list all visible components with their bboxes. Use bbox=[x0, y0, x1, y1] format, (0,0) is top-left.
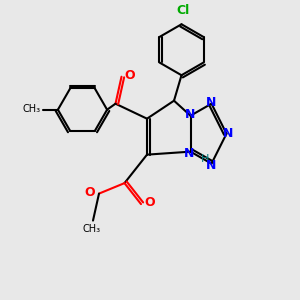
Text: H: H bbox=[201, 154, 209, 164]
Text: CH₃: CH₃ bbox=[82, 224, 100, 234]
Text: N: N bbox=[223, 127, 233, 140]
Text: O: O bbox=[144, 196, 154, 209]
Text: N: N bbox=[206, 96, 217, 109]
Text: O: O bbox=[85, 186, 95, 199]
Text: Cl: Cl bbox=[176, 4, 190, 17]
Text: CH₃: CH₃ bbox=[22, 104, 40, 114]
Text: N: N bbox=[185, 108, 196, 121]
Text: N: N bbox=[184, 147, 194, 160]
Text: O: O bbox=[124, 69, 135, 82]
Text: N: N bbox=[206, 159, 217, 172]
